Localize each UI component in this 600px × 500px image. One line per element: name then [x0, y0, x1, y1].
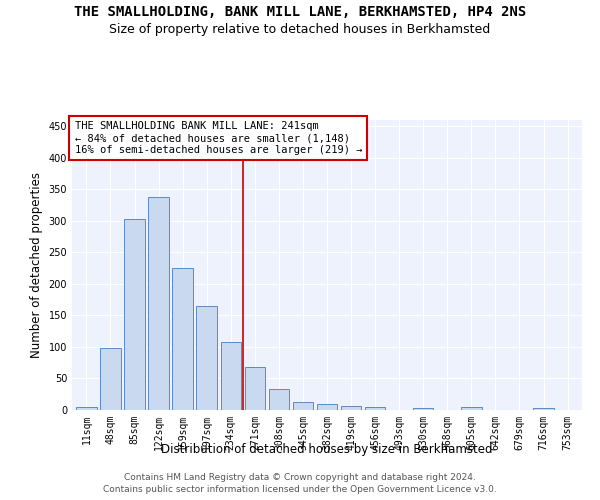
Bar: [245, 367, 265, 410]
Text: Contains public sector information licensed under the Open Government Licence v3: Contains public sector information licen…: [103, 485, 497, 494]
Y-axis label: Number of detached properties: Number of detached properties: [30, 172, 43, 358]
Bar: [124, 219, 145, 410]
Bar: [461, 407, 482, 410]
Bar: [365, 407, 385, 410]
Text: Distribution of detached houses by size in Berkhamsted: Distribution of detached houses by size …: [161, 442, 493, 456]
Bar: [76, 407, 97, 410]
Bar: [293, 402, 313, 410]
Bar: [221, 342, 241, 410]
Bar: [100, 348, 121, 410]
Text: Contains HM Land Registry data © Crown copyright and database right 2024.: Contains HM Land Registry data © Crown c…: [124, 472, 476, 482]
Bar: [196, 306, 217, 410]
Text: Size of property relative to detached houses in Berkhamsted: Size of property relative to detached ho…: [109, 22, 491, 36]
Bar: [317, 404, 337, 410]
Bar: [341, 406, 361, 410]
Bar: [172, 268, 193, 410]
Bar: [269, 389, 289, 410]
Text: THE SMALLHOLDING, BANK MILL LANE, BERKHAMSTED, HP4 2NS: THE SMALLHOLDING, BANK MILL LANE, BERKHA…: [74, 5, 526, 19]
Bar: [148, 197, 169, 410]
Text: THE SMALLHOLDING BANK MILL LANE: 241sqm
← 84% of detached houses are smaller (1,: THE SMALLHOLDING BANK MILL LANE: 241sqm …: [74, 122, 362, 154]
Bar: [533, 408, 554, 410]
Bar: [413, 408, 433, 410]
